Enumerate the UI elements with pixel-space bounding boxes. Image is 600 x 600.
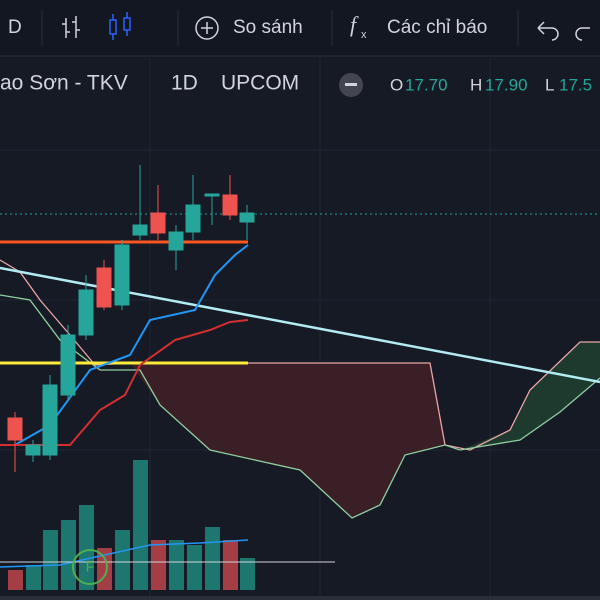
redo-button[interactable] [575,27,590,41]
bar-style-button[interactable] [62,16,80,38]
bottom-border [0,596,600,600]
span-a [0,259,600,451]
volume-ma [0,539,249,568]
compare-label: So sánh [233,17,303,38]
collapse-icon [345,83,357,86]
base-line [0,319,249,446]
toolbar [0,0,600,56]
span-b [0,294,600,519]
toolbar-dividers [41,10,519,46]
candles [7,165,255,472]
volume-bars [8,460,255,590]
indicators-label: Các chỉ báo [387,17,487,38]
open-label: O [390,75,403,94]
candle-style-button[interactable] [109,12,131,40]
conversion-line [14,244,249,446]
timeframe: 1D [171,72,198,95]
fx-icon: f [350,12,359,37]
compare-button[interactable]: So sánh [195,16,303,40]
cloud-bearish [130,363,445,518]
cloud-bullish [460,342,600,450]
low-label: L [545,75,554,94]
fx-icon-x: x [361,29,367,41]
signal-marker [72,549,108,585]
high-value: 17.90 [485,75,528,94]
exchange: UPCOM [221,72,299,95]
undo-button[interactable] [537,21,559,41]
interval-button[interactable]: D [8,17,22,38]
low-value: 17.5 [559,75,592,94]
open-value: 17.70 [405,75,448,94]
high-label: H [470,75,482,94]
symbol-name: ao Sơn - TKV [0,72,128,95]
signal-marker-icon: F [86,559,95,575]
indicators-button[interactable]: f x Các chỉ báo [350,12,487,41]
